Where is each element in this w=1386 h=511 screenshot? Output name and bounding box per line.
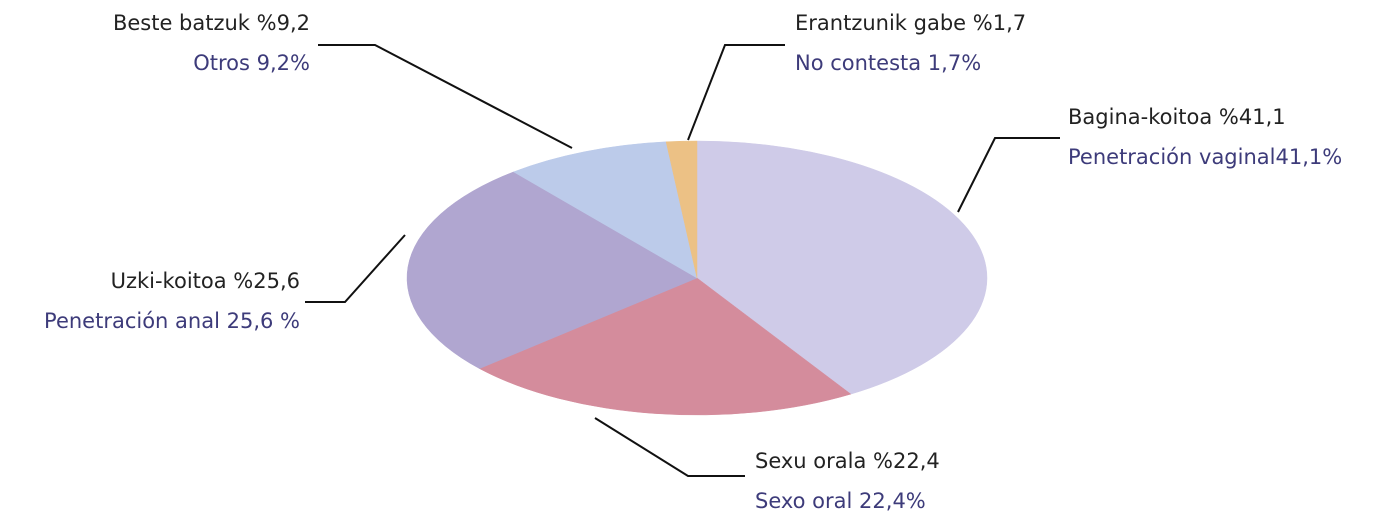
pie-slice	[512, 141, 698, 279]
data-label-eu: Bagina-koitoa %41,1	[1068, 105, 1286, 129]
leader-line	[305, 234, 406, 303]
data-label-es: No contesta 1,7%	[795, 51, 981, 75]
data-label-es: Otros 9,2%	[193, 51, 310, 75]
data-label-es: Penetración vaginal41,1%	[1068, 145, 1342, 169]
leader-line	[957, 137, 1060, 213]
data-label-eu: Beste batzuk %9,2	[113, 11, 310, 35]
data-label-eu: Sexu orala %22,4	[755, 449, 940, 473]
leader-line	[318, 44, 573, 149]
data-label-es: Sexo oral 22,4%	[755, 489, 926, 511]
data-label-eu: Erantzunik gabe %1,7	[795, 11, 1026, 35]
pie-slice	[478, 277, 852, 416]
pie-slice	[406, 171, 698, 369]
leader-line	[594, 417, 745, 477]
pie-slice	[665, 140, 698, 279]
leader-line	[687, 44, 785, 141]
pie-slice	[696, 140, 988, 395]
data-label-eu: Uzki-koitoa %25,6	[111, 269, 300, 293]
data-label-es: Penetración anal 25,6 %	[44, 309, 300, 333]
